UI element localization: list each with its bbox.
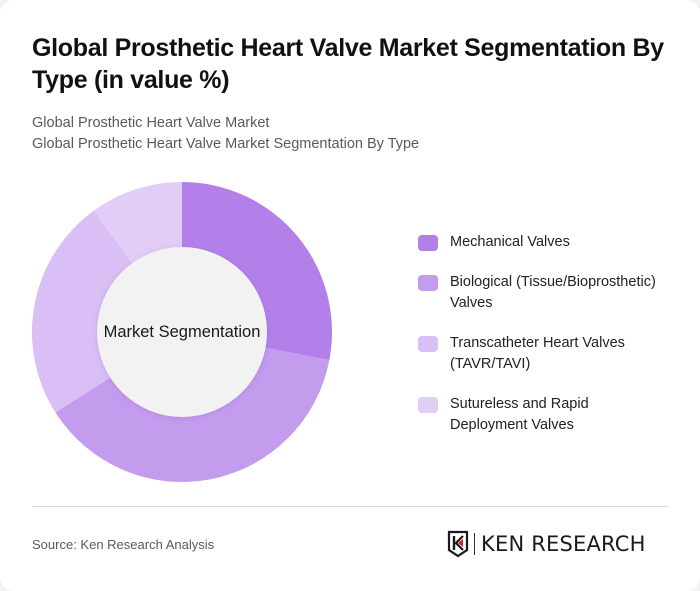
- donut-center: [97, 247, 267, 417]
- subtitle-line-2: Global Prosthetic Heart Valve Market Seg…: [32, 136, 420, 152]
- chart-subtitle: Global Prosthetic Heart Valve Market Glo…: [32, 113, 419, 155]
- chart-legend: Mechanical Valves Biological (Tissue/Bio…: [418, 232, 688, 455]
- footer-divider: [32, 506, 668, 507]
- legend-label: Biological (Tissue/Bioprosthetic) Valves: [450, 273, 656, 312]
- subtitle-line-1: Global Prosthetic Heart Valve Market: [32, 115, 270, 131]
- logo-separator: [474, 533, 475, 555]
- legend-item-sutureless: Sutureless and Rapid Deployment Valves: [418, 394, 688, 437]
- donut-chart: [32, 182, 332, 482]
- legend-label: Transcatheter Heart Valves (TAVR/TAVI): [450, 334, 625, 373]
- legend-item-mechanical: Mechanical Valves: [418, 232, 688, 254]
- logo-text: KEN RESEARCH: [481, 532, 646, 556]
- legend-swatch: [418, 235, 438, 251]
- legend-swatch: [418, 274, 438, 291]
- legend-label: Sutureless and Rapid Deployment Valves: [450, 395, 589, 434]
- legend-swatch: [418, 335, 438, 352]
- chart-title: Global Prosthetic Heart Valve Market Seg…: [32, 34, 664, 94]
- legend-swatch: [418, 396, 438, 413]
- source-note: Source: Ken Research Analysis: [32, 537, 215, 552]
- ken-research-logo: KEN RESEARCH: [447, 530, 646, 558]
- legend-item-biological: Biological (Tissue/Bioprosthetic) Valves: [418, 272, 688, 315]
- legend-label: Mechanical Valves: [450, 234, 570, 250]
- ken-research-shield-icon: [447, 530, 469, 558]
- legend-item-transcatheter: Transcatheter Heart Valves (TAVR/TAVI): [418, 333, 688, 376]
